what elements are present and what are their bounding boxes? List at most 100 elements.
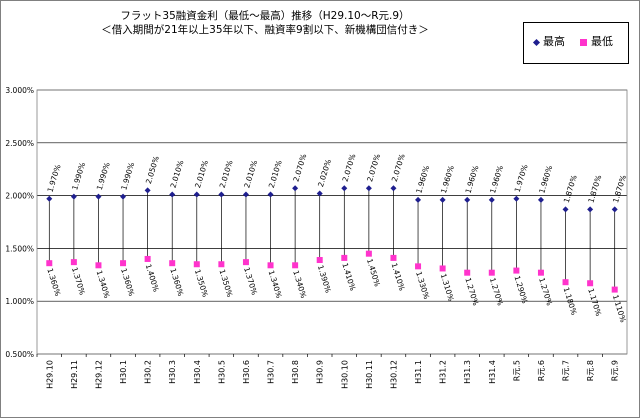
min-data-label: 1.270% [488,277,505,307]
min-data-label: 1.290% [512,275,529,305]
min-data-label: 1.370% [242,266,259,296]
min-data-label: 1.410% [340,262,357,292]
y-tick-label: 2.000% [5,192,34,201]
x-tick-label: H30.12 [389,360,398,389]
min-point [267,262,274,269]
max-point [562,206,569,213]
max-data-label: 1.970% [513,163,530,193]
max-point [341,185,348,192]
max-point [537,196,544,203]
max-point [488,196,495,203]
min-data-label: 1.360% [119,267,136,297]
min-point [218,261,225,268]
max-data-label: 1.960% [414,164,431,194]
max-data-label: 1.960% [439,164,456,194]
max-data-label: 1.990% [70,161,87,191]
x-tick-label: H30.10 [340,360,349,389]
min-data-label: 1.110% [611,294,628,324]
chart-title: フラット35融資金利（最低～最高）推移（H29.10～R元.9） [120,10,410,22]
max-point [218,191,225,198]
min-data-label: 1.330% [414,270,431,300]
x-tick-label: H29.12 [94,360,103,389]
x-tick-label: R元.7 [562,360,571,381]
min-data-label: 1.350% [217,268,234,298]
x-tick-label: H30.6 [242,360,251,384]
min-point [390,254,397,261]
max-data-label: 2.010% [267,159,284,189]
min-data-label: 1.390% [316,264,333,294]
x-tick-label: R元.6 [537,360,546,381]
max-data-label: 2.070% [291,153,308,183]
x-tick-label: H30.11 [365,360,374,389]
legend: 最高 最低 [523,22,629,64]
legend-item-min: 最低 [580,35,613,49]
min-point [365,250,372,257]
max-point [464,196,471,203]
max-data-label: 1.970% [46,163,63,193]
max-point [292,185,299,192]
max-data-label: 2.070% [365,153,382,183]
max-point [587,206,594,213]
max-data-label: 1.960% [488,164,505,194]
min-data-label: 1.400% [144,263,161,293]
min-data-label: 1.270% [537,277,554,307]
min-data-label: 1.340% [291,269,308,299]
min-point [95,262,102,269]
min-data-label: 1.310% [439,272,456,302]
x-tick-label: H31.3 [463,360,472,384]
max-data-label: 1.990% [119,161,136,191]
max-point [513,195,520,202]
max-point [611,206,618,213]
max-point [144,187,151,194]
legend-item-max: 最高 [532,35,565,49]
min-data-label: 1.340% [267,269,284,299]
y-tick-label: 0.500% [5,350,34,359]
max-data-label: 1.960% [537,164,554,194]
max-point [169,191,176,198]
x-tick-label: H30.4 [193,360,202,384]
x-tick-label: R元.8 [586,360,595,381]
min-point [562,279,569,286]
max-data-label: 2.010% [169,159,186,189]
x-tick-label: H30.7 [267,360,276,384]
min-point [439,265,446,272]
x-tick-label: R元.5 [512,360,521,381]
y-tick-label: 3.000% [5,86,34,95]
min-point [144,255,151,262]
legend-label-min: 最低 [591,35,613,48]
max-point [365,185,372,192]
y-tick-label: 1.500% [5,244,34,253]
max-point [439,196,446,203]
plot-border [36,89,628,355]
min-point [488,269,495,276]
max-data-label: 2.020% [316,158,333,188]
legend-label-max: 最高 [543,35,565,48]
max-data-label: 2.010% [193,159,210,189]
min-point [292,262,299,269]
y-tick-label: 1.000% [5,297,34,306]
chart-subtitle: ＜借入期間が21年以上35年以下、融資率9割以下、新機構団信付き＞ [101,24,429,36]
min-data-label: 1.170% [586,287,603,317]
min-data-label: 1.350% [193,268,210,298]
max-point [46,195,53,202]
min-point [611,286,618,293]
max-data-label: 2.070% [390,153,407,183]
min-point [169,260,176,267]
max-data-label: 1.870% [562,174,579,204]
x-tick-label: H30.3 [168,360,177,384]
max-data-label: 2.010% [218,159,235,189]
min-data-label: 1.360% [168,267,185,297]
min-point [242,259,249,266]
max-data-label: 1.960% [464,164,481,194]
min-point [120,260,127,267]
max-point [193,191,200,198]
max-data-label: 2.070% [341,153,358,183]
min-data-label: 1.410% [390,262,407,292]
x-tick-label: H30.1 [119,360,128,384]
x-tick-label: H29.10 [45,360,54,389]
min-point [316,257,323,264]
max-point [95,193,102,200]
x-tick-label: H30.5 [217,360,226,384]
min-point [513,267,520,274]
